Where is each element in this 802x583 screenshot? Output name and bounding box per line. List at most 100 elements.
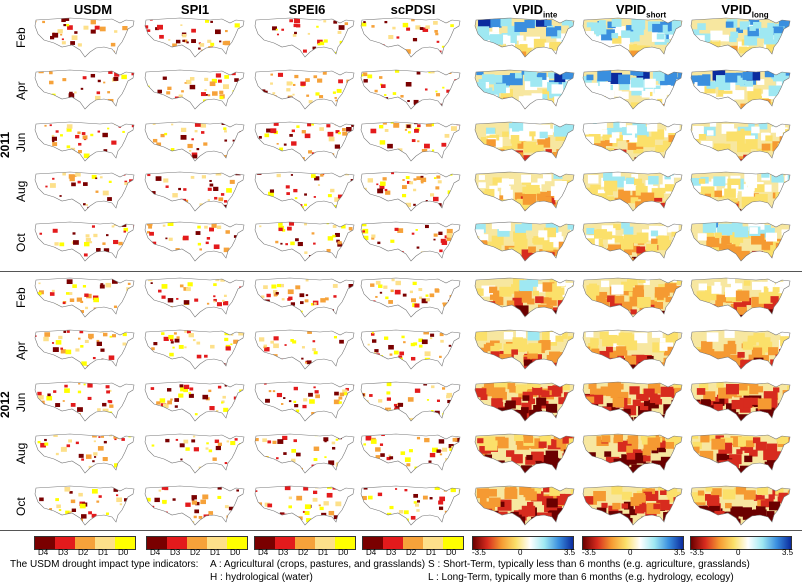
drought-map (250, 430, 360, 474)
month-label: Feb (14, 27, 28, 48)
drought-map (356, 118, 466, 162)
drought-map (30, 326, 140, 370)
category-label: D3 (58, 548, 69, 557)
year-label: 2012 (0, 391, 12, 418)
column-header: SPI1 (180, 2, 210, 17)
drought-map (30, 118, 140, 162)
category-label: D3 (170, 548, 181, 557)
category-label: D0 (338, 548, 349, 557)
drought-map (470, 218, 580, 262)
drought-map (578, 168, 688, 212)
column-header: USDM (73, 2, 113, 17)
drought-map (30, 168, 140, 212)
drought-map (356, 482, 466, 526)
drought-map (140, 430, 250, 474)
category-label: D2 (78, 548, 89, 557)
column-header: VPIDlong (721, 2, 769, 20)
drought-map (470, 274, 580, 318)
drought-map (578, 430, 688, 474)
impact-note-h: H : hydrological (water) (210, 572, 313, 583)
month-label: Aug (14, 180, 28, 202)
month-label: Apr (14, 341, 28, 360)
month-label: Aug (14, 442, 28, 464)
colorbar-tick: 3.5 (782, 548, 794, 557)
drought-map (578, 326, 688, 370)
drought-map (578, 118, 688, 162)
drought-map (30, 14, 140, 58)
month-label: Oct (14, 497, 28, 516)
category-label: D2 (190, 548, 201, 557)
category-label: D1 (210, 548, 221, 557)
category-label: D4 (38, 548, 49, 557)
drought-map (356, 430, 466, 474)
drought-map (250, 274, 360, 318)
drought-map (686, 274, 796, 318)
category-label: D2 (298, 548, 309, 557)
drought-map (686, 118, 796, 162)
drought-map (140, 274, 250, 318)
drought-map (470, 482, 580, 526)
colorbar-tick: 0 (736, 548, 741, 557)
category-label: D1 (98, 548, 109, 557)
drought-map (470, 378, 580, 422)
colorbar-tick: -3.5 (582, 548, 596, 557)
drought-map (578, 14, 688, 58)
continuous-colorbar (582, 536, 684, 550)
drought-map (470, 430, 580, 474)
impact-note-a: A : Agricultural (crops, pastures, and g… (210, 559, 426, 570)
year-label: 2011 (0, 131, 12, 158)
drought-map (250, 378, 360, 422)
drought-map (140, 218, 250, 262)
drought-map (470, 326, 580, 370)
drought-map (140, 14, 250, 58)
category-colorbar (362, 536, 464, 550)
month-label: Feb (14, 287, 28, 308)
category-colorbar (254, 536, 356, 550)
drought-map (686, 66, 796, 110)
impact-note-l: L : Long-Term, typically more than 6 mon… (428, 572, 734, 583)
category-colorbar (146, 536, 248, 550)
drought-map (470, 118, 580, 162)
column-header: SPEI6 (288, 2, 326, 17)
drought-map (30, 482, 140, 526)
drought-map (356, 14, 466, 58)
month-label: Jun (14, 392, 28, 412)
category-label: D0 (118, 548, 129, 557)
drought-map (30, 378, 140, 422)
drought-map (356, 326, 466, 370)
drought-map (140, 168, 250, 212)
drought-map (470, 66, 580, 110)
drought-map (356, 66, 466, 110)
drought-map (140, 326, 250, 370)
drought-map (356, 378, 466, 422)
drought-map (250, 66, 360, 110)
column-header: scPDSI (390, 2, 436, 17)
drought-map (250, 482, 360, 526)
category-label: D3 (386, 548, 397, 557)
year-divider (0, 271, 802, 272)
drought-map (356, 274, 466, 318)
category-label: D0 (230, 548, 241, 557)
drought-map (140, 378, 250, 422)
drought-map (250, 326, 360, 370)
colorbar-tick: 3.5 (564, 548, 576, 557)
continuous-colorbar (472, 536, 574, 550)
drought-map (686, 218, 796, 262)
drought-map (30, 430, 140, 474)
colorbar-tick: 0 (628, 548, 633, 557)
category-colorbar (34, 536, 136, 550)
drought-map (140, 66, 250, 110)
category-label: D3 (278, 548, 289, 557)
continuous-colorbar (690, 536, 792, 550)
category-label: D0 (446, 548, 457, 557)
drought-map (250, 14, 360, 58)
category-label: D4 (150, 548, 161, 557)
drought-map (250, 218, 360, 262)
drought-map (250, 168, 360, 212)
impact-note-intro: The USDM drought impact type indicators: (10, 559, 199, 570)
drought-map (578, 482, 688, 526)
drought-map (578, 66, 688, 110)
legend-divider (0, 530, 802, 531)
drought-map (686, 482, 796, 526)
drought-map (30, 274, 140, 318)
